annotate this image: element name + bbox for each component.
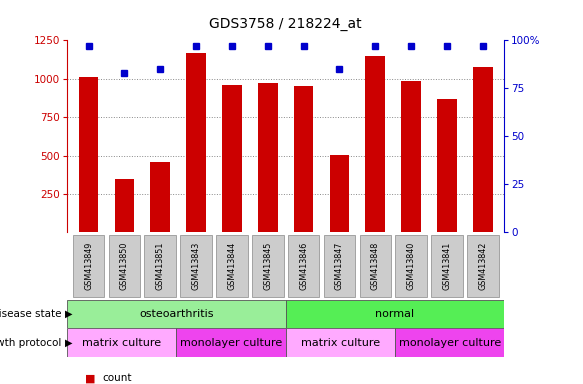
Text: osteoarthritis: osteoarthritis: [139, 309, 213, 319]
Bar: [473, 67, 493, 232]
Bar: [395, 328, 504, 357]
Bar: [324, 235, 355, 297]
Bar: [288, 235, 319, 297]
Text: GSM413847: GSM413847: [335, 242, 344, 290]
Bar: [437, 99, 457, 232]
Bar: [258, 83, 278, 232]
Bar: [366, 56, 385, 232]
Bar: [145, 235, 176, 297]
Text: GSM413841: GSM413841: [442, 242, 451, 290]
Bar: [252, 235, 283, 297]
Bar: [286, 328, 395, 357]
Text: GSM413844: GSM413844: [227, 242, 237, 290]
Text: monolayer culture: monolayer culture: [180, 338, 282, 348]
Text: ▶: ▶: [65, 338, 72, 348]
Bar: [180, 235, 212, 297]
Bar: [294, 86, 314, 232]
Bar: [395, 235, 427, 297]
Bar: [150, 162, 170, 232]
Text: GSM413846: GSM413846: [299, 242, 308, 290]
Text: normal: normal: [375, 309, 415, 319]
Bar: [222, 85, 242, 232]
Bar: [329, 155, 349, 232]
Bar: [401, 81, 421, 232]
Text: GDS3758 / 218224_at: GDS3758 / 218224_at: [209, 17, 362, 31]
Bar: [286, 300, 504, 328]
Bar: [67, 328, 177, 357]
Text: GSM413840: GSM413840: [406, 242, 416, 290]
Text: matrix culture: matrix culture: [301, 338, 380, 348]
Bar: [177, 328, 286, 357]
Text: GSM413848: GSM413848: [371, 242, 380, 290]
Text: GSM413850: GSM413850: [120, 242, 129, 290]
Text: matrix culture: matrix culture: [82, 338, 161, 348]
Text: count: count: [102, 373, 132, 383]
Text: ■: ■: [85, 373, 95, 383]
Bar: [216, 235, 248, 297]
Text: disease state: disease state: [0, 309, 61, 319]
Bar: [108, 235, 140, 297]
Text: ▶: ▶: [65, 309, 72, 319]
Text: GSM413845: GSM413845: [264, 242, 272, 290]
Bar: [186, 53, 206, 232]
Bar: [431, 235, 463, 297]
Bar: [79, 77, 99, 232]
Text: GSM413851: GSM413851: [156, 242, 165, 290]
Bar: [360, 235, 391, 297]
Bar: [467, 235, 498, 297]
Text: GSM413849: GSM413849: [84, 242, 93, 290]
Text: growth protocol: growth protocol: [0, 338, 61, 348]
Bar: [73, 235, 104, 297]
Bar: [67, 300, 286, 328]
Text: GSM413843: GSM413843: [192, 242, 201, 290]
Text: monolayer culture: monolayer culture: [399, 338, 501, 348]
Bar: [114, 179, 134, 232]
Text: GSM413842: GSM413842: [478, 242, 487, 290]
